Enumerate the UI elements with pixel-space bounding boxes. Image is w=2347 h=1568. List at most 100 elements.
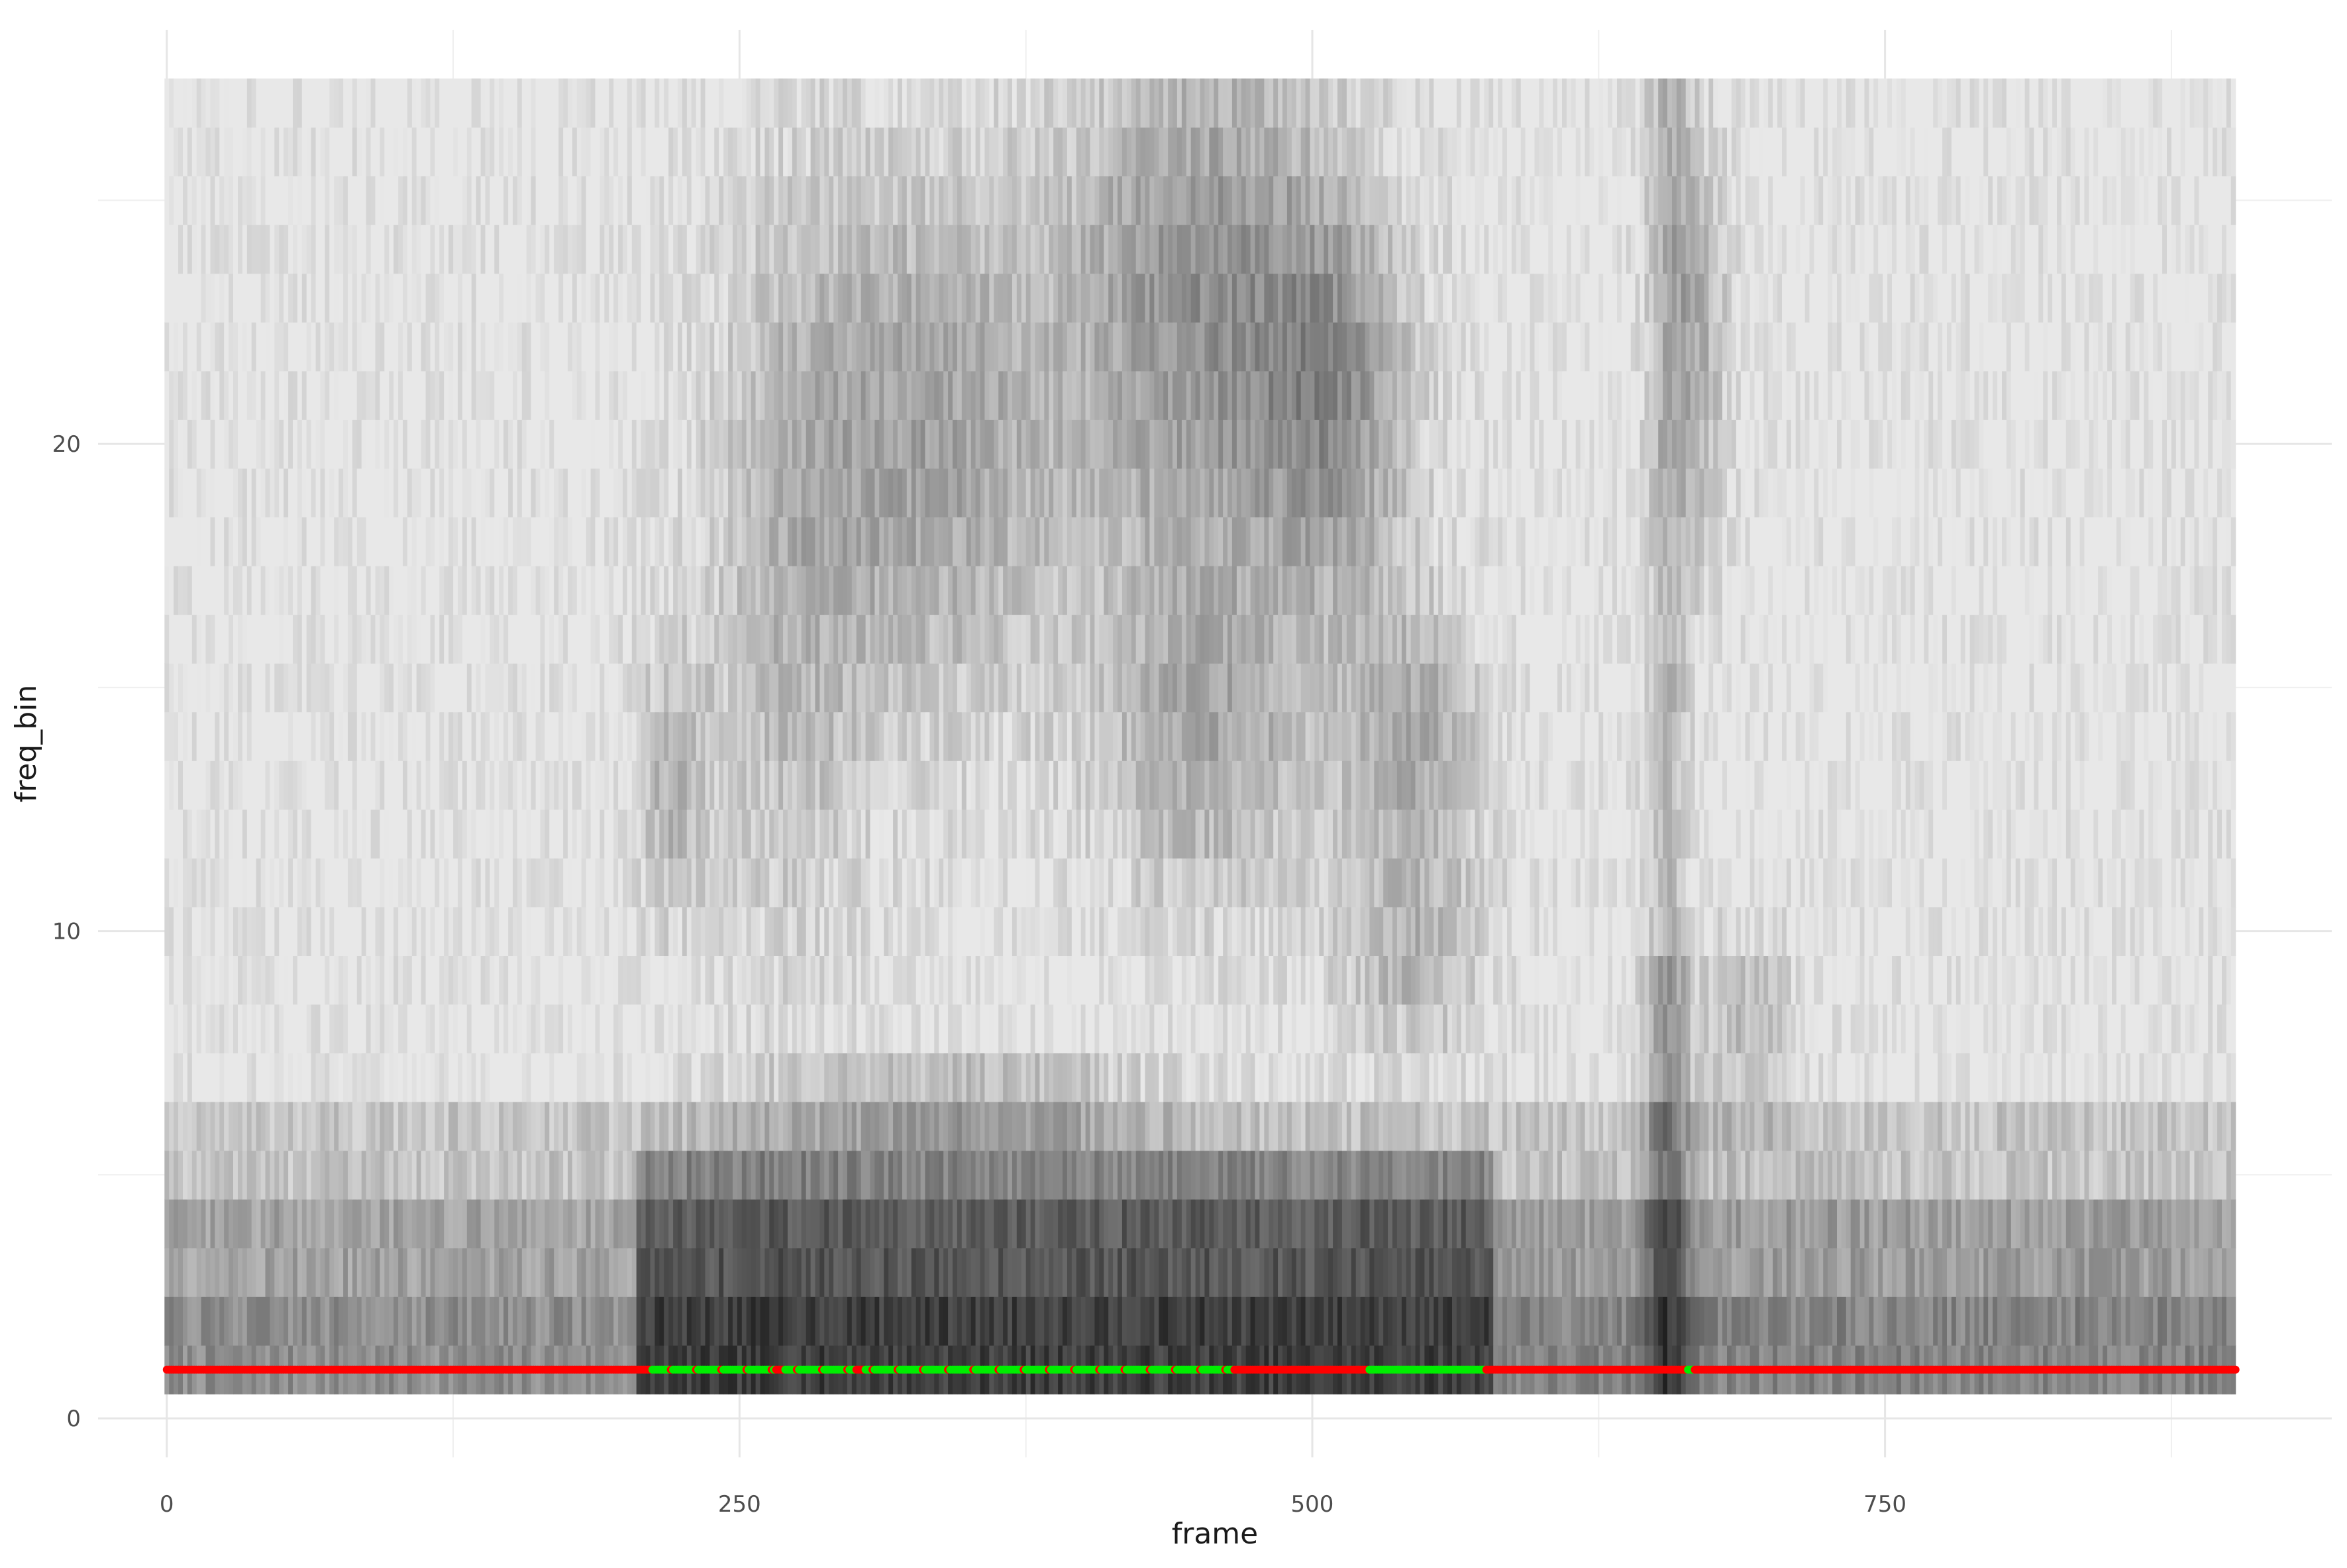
heatmap-tile [1846,1102,1852,1151]
heatmap-tile [618,1053,623,1102]
heatmap-tile [797,1004,802,1053]
heatmap-tile [870,1296,876,1345]
heatmap-tile [1021,1004,1027,1053]
heatmap-tile [380,1102,385,1151]
heatmap-tile [1039,1199,1045,1248]
heatmap-tile [1535,858,1540,907]
heatmap-tile [2107,858,2112,907]
heatmap-tile [1058,1004,1063,1053]
heatmap-tile [1086,1053,1091,1102]
heatmap-tile [1672,1199,1677,1248]
heatmap-tile [307,1053,312,1102]
heatmap-tile [316,1102,321,1151]
heatmap-tile [1901,907,1906,956]
heatmap-tile [1622,1102,1627,1151]
heatmap-tile [164,1004,170,1053]
heatmap-tile [2052,1053,2058,1102]
heatmap-tile [536,907,541,956]
heatmap-tile [2093,1199,2099,1248]
heatmap-tile [2121,1199,2126,1248]
heatmap-tile [316,907,321,956]
heatmap-tile [1855,858,1861,907]
heatmap-tile [586,1102,592,1151]
heatmap-tile [2222,1248,2227,1297]
heatmap-tile [843,1151,848,1200]
heatmap-tile [1631,1296,1636,1345]
heatmap-tile [586,1296,592,1345]
heatmap-tile [989,1296,994,1345]
heatmap-tile [242,1004,248,1053]
heatmap-tile [1251,955,1256,1004]
heatmap-tile [1420,1102,1426,1151]
heatmap-tile [1310,1151,1316,1200]
heatmap-tile [1457,1248,1462,1297]
heatmap-tile [503,1296,509,1345]
heatmap-tile [348,1199,353,1248]
heatmap-tile [1319,1248,1324,1297]
heatmap-tile [1585,1053,1591,1102]
heatmap-tile [2057,955,2062,1004]
heatmap-tile [284,858,289,907]
heatmap-tile [2038,1151,2044,1200]
heatmap-tile [1512,1296,1517,1345]
heatmap-tile [719,1102,724,1151]
heatmap-tile [1209,858,1214,907]
heatmap-tile [2103,1151,2108,1200]
heatmap-tile [1337,1004,1343,1053]
heatmap-tile [215,1296,220,1345]
heatmap-tile [1063,1151,1068,1200]
heatmap-tile [1488,1199,1494,1248]
heatmap-tile [431,907,436,956]
heatmap-tile [389,1102,394,1151]
heatmap-tile [637,1151,642,1200]
heatmap-tile [1136,1248,1141,1297]
heatmap-tile [921,1151,926,1200]
heatmap-tile [343,1004,348,1053]
heatmap-tile [2107,1151,2112,1200]
heatmap-tile [1686,1004,1691,1053]
heatmap-tile [719,1004,724,1053]
heatmap-tile [1246,1102,1251,1151]
heatmap-tile [1447,1248,1453,1297]
heatmap-tile [1502,1151,1508,1200]
heatmap-tile [2112,1102,2117,1151]
heatmap-tile [1818,858,1824,907]
heatmap-tile [1337,955,1343,1004]
heatmap-tile [266,955,271,1004]
heatmap-tile [1108,1151,1114,1200]
heatmap-tile [1810,1199,1815,1248]
heatmap-tile [1369,1296,1375,1345]
heatmap-tile [2153,1248,2158,1297]
heatmap-tile [407,955,413,1004]
heatmap-tile [1594,1151,1599,1200]
heatmap-tile [1993,1151,1998,1200]
heatmap-tile [1842,1199,1847,1248]
heatmap-tile [788,1199,793,1248]
heatmap-tile [568,1004,573,1053]
heatmap-tile [1938,1004,1943,1053]
heatmap-tile [1773,1151,1778,1200]
heatmap-tile [1828,1199,1833,1248]
heatmap-tile [692,1004,697,1053]
heatmap-tile [1118,1004,1123,1053]
heatmap-tile [1388,1004,1393,1053]
heatmap-tile [1053,955,1059,1004]
heatmap-tile [1608,1248,1613,1297]
heatmap-tile [916,1296,921,1345]
heatmap-tile [1411,1053,1416,1102]
heatmap-tile [2116,1248,2122,1297]
heatmap-tile [824,1102,829,1151]
heatmap-tile [980,858,986,907]
heatmap-tile [632,858,637,907]
heatmap-tile [1571,1199,1577,1248]
heatmap-tile [1177,858,1182,907]
heatmap-tile [1718,1004,1723,1053]
heatmap-tile [1741,1296,1746,1345]
heatmap-tile [1429,907,1434,956]
heatmap-tile [1649,1004,1654,1053]
heatmap-tile [2057,1053,2062,1102]
heatmap-tile [1008,1199,1013,1248]
heatmap-tile [815,907,821,956]
heatmap-tile [1392,1199,1398,1248]
heatmap-tile [1713,1053,1718,1102]
